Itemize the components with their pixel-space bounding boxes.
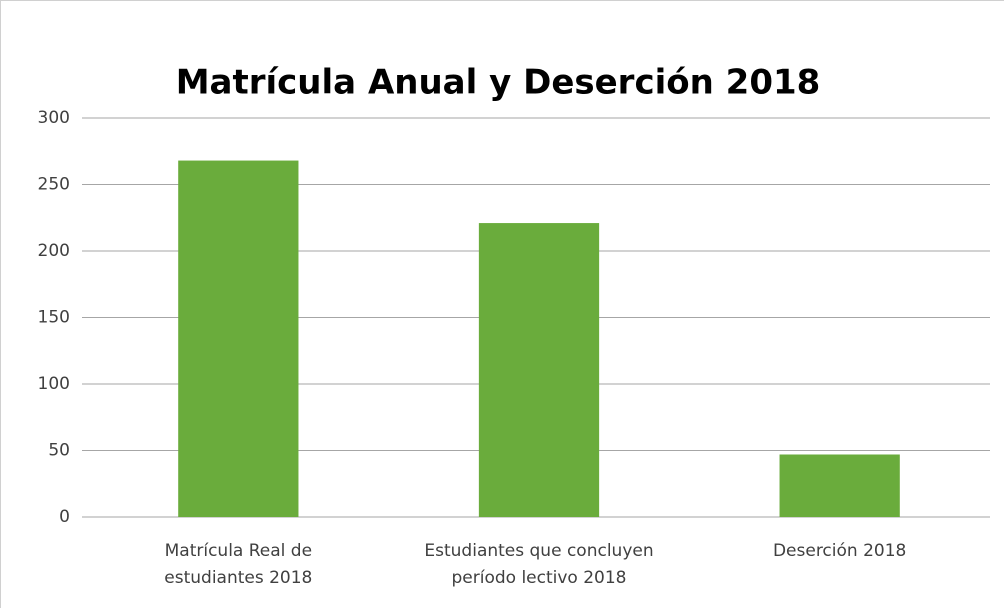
chart-title: Matrícula Anual y Deserción 2018 bbox=[176, 63, 821, 103]
y-tick-label: 100 bbox=[38, 374, 70, 394]
y-tick-label: 150 bbox=[38, 308, 70, 328]
y-tick-label: 0 bbox=[59, 507, 70, 527]
y-tick-label: 250 bbox=[38, 175, 70, 195]
x-tick-label: Deserción 2018 bbox=[772, 541, 907, 561]
bar bbox=[478, 223, 600, 517]
x-tick-label: Estudiantes que concluyen período lectiv… bbox=[424, 541, 654, 588]
y-tick-label: 50 bbox=[48, 441, 70, 461]
y-tick-label: 200 bbox=[38, 241, 70, 261]
x-tick-label: Matrícula Real de estudiantes 2018 bbox=[164, 541, 313, 588]
y-tick-label: 300 bbox=[38, 108, 70, 128]
bar bbox=[779, 454, 900, 517]
bar bbox=[178, 160, 299, 517]
